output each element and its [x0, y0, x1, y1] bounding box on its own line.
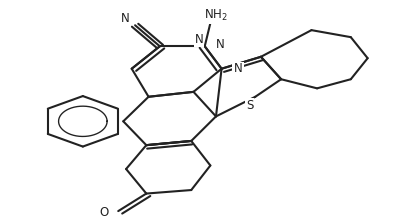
Text: N: N	[195, 34, 204, 46]
Text: N: N	[216, 38, 225, 51]
Text: N: N	[233, 62, 242, 75]
Text: S: S	[246, 99, 253, 112]
Text: O: O	[99, 206, 109, 219]
Text: N: N	[121, 12, 129, 25]
Text: N: N	[234, 62, 243, 75]
Text: NH$_2$: NH$_2$	[204, 8, 228, 23]
